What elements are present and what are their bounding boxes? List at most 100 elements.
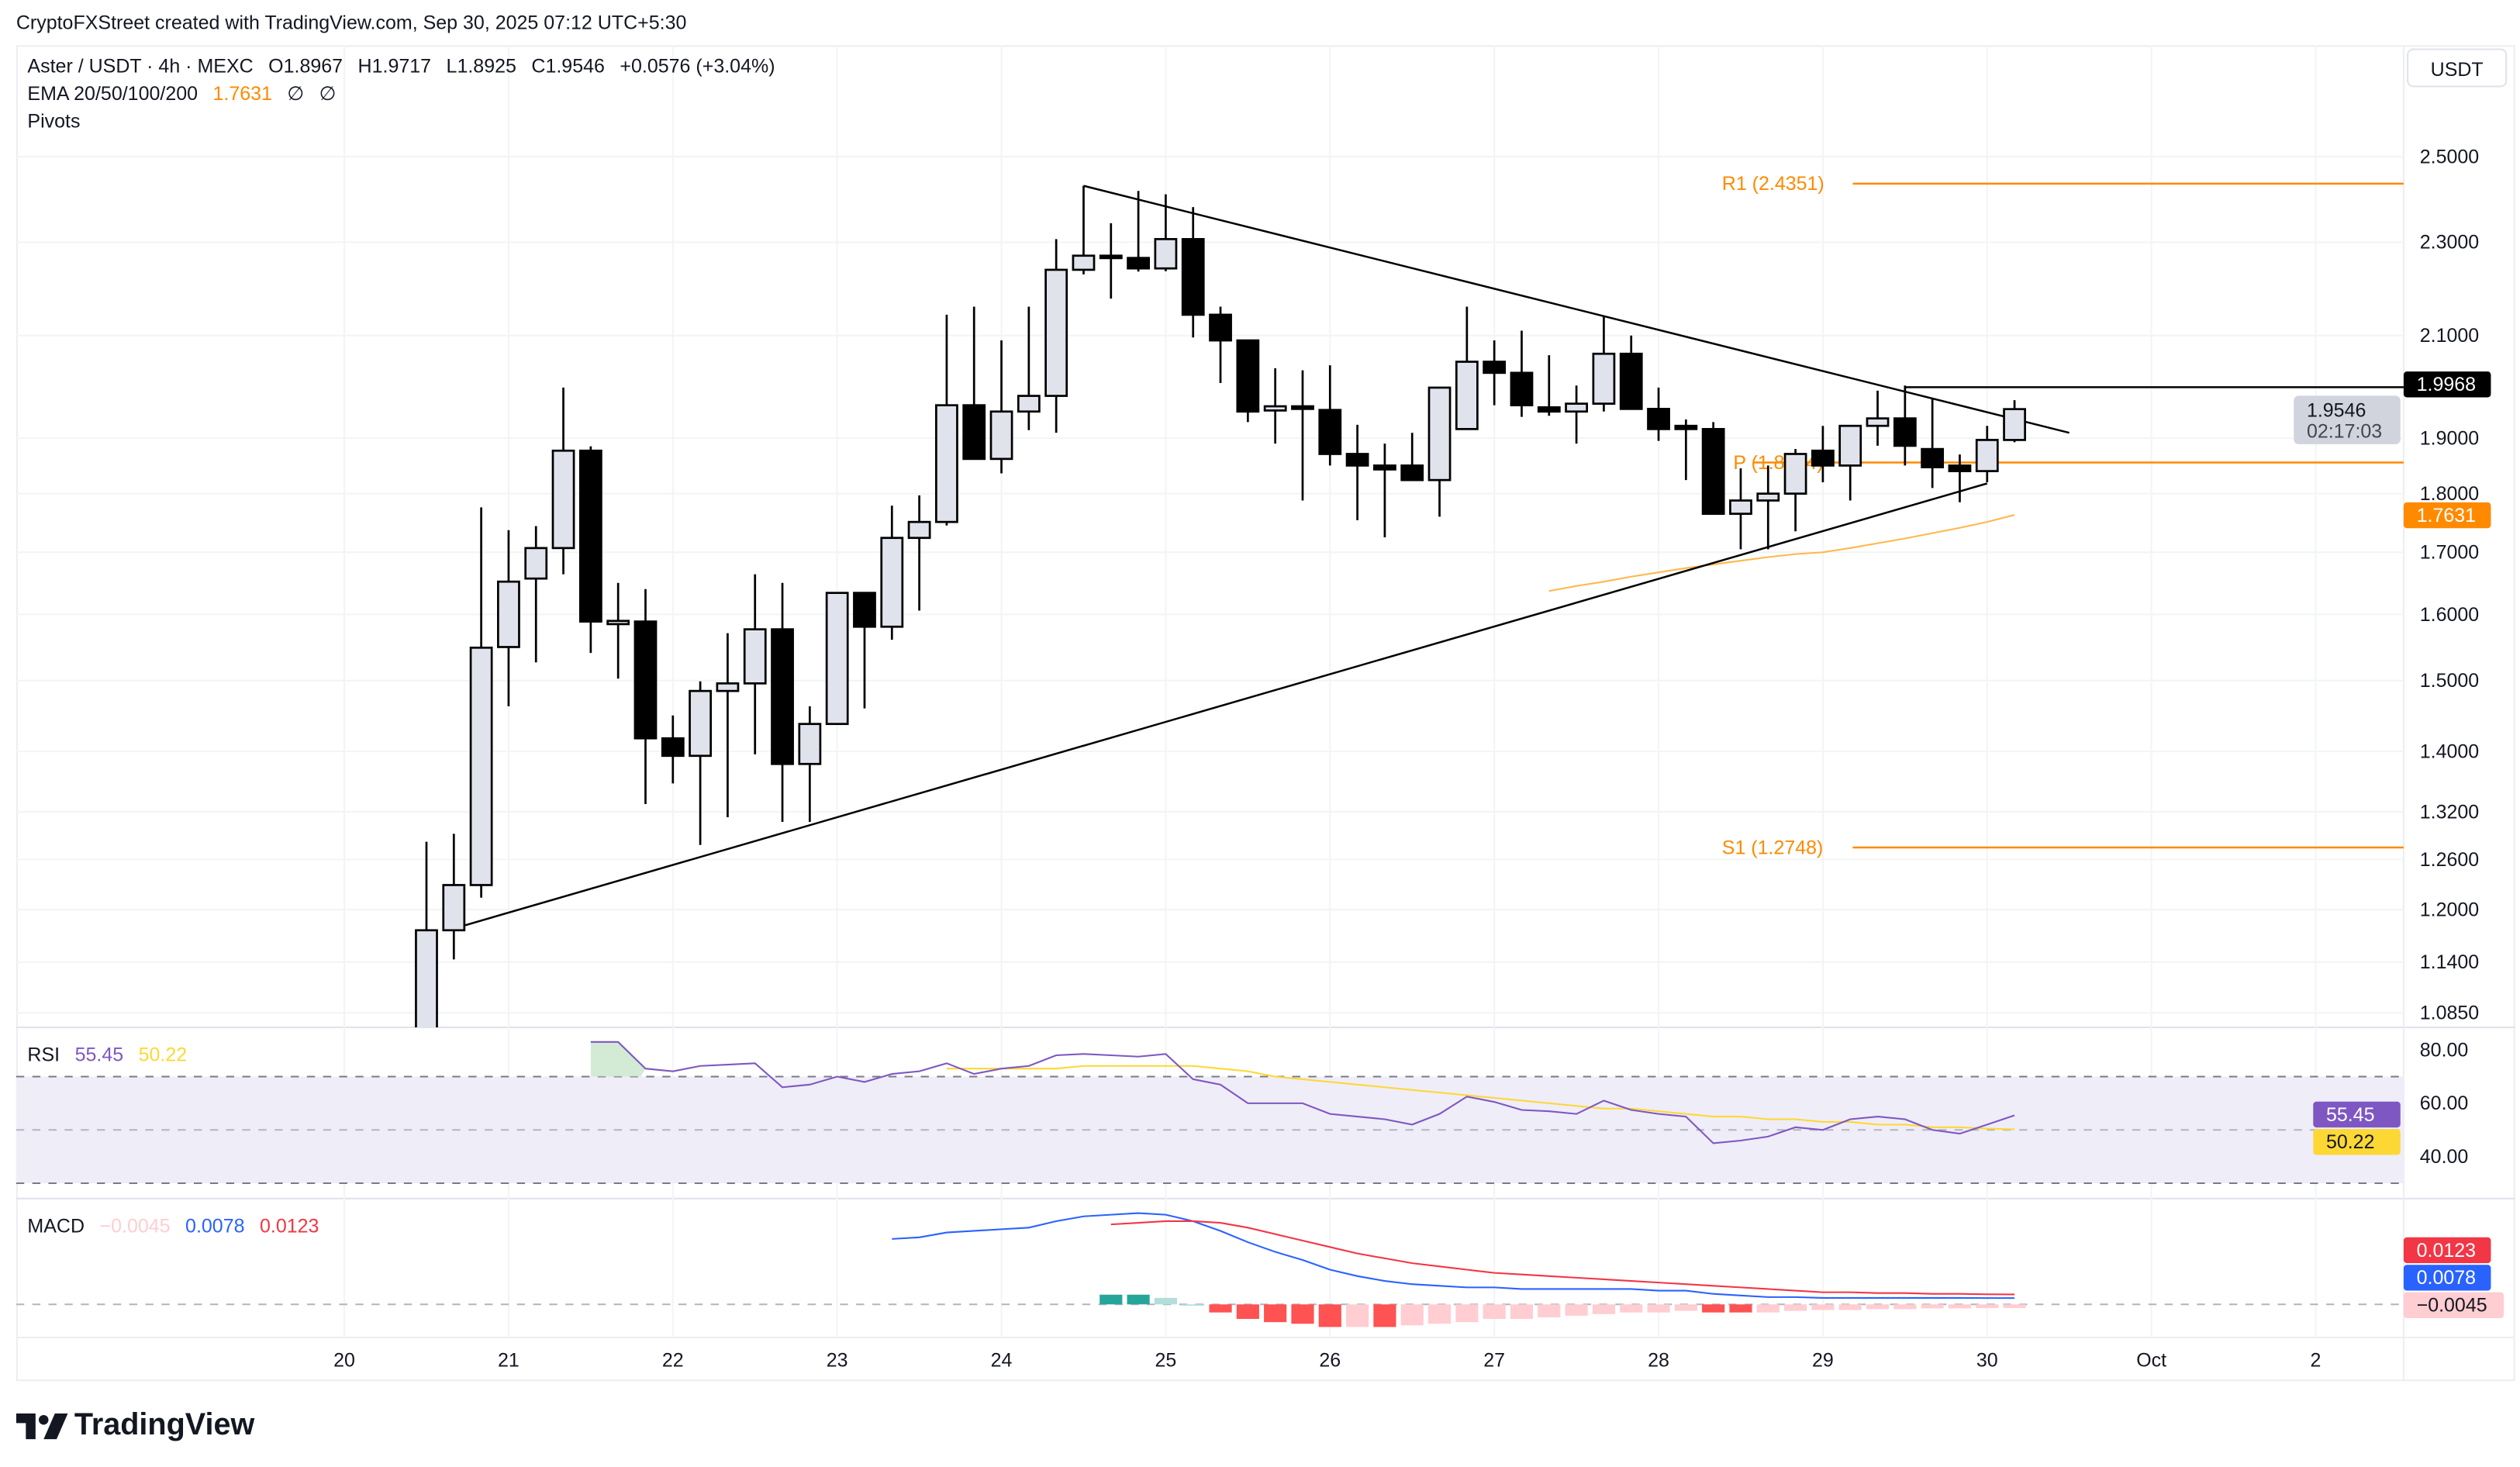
ema20-line <box>1548 514 2015 592</box>
macd-histogram-bar <box>1565 1304 1588 1316</box>
candle-body <box>1647 408 1670 430</box>
low-value: L1.8925 <box>446 54 516 78</box>
candle-body <box>962 404 986 461</box>
pivots-legend[interactable]: Pivots <box>27 109 81 133</box>
candle-down <box>1921 398 1945 488</box>
ema-price-label: 1.7631 <box>2417 505 2476 526</box>
candle-up <box>415 841 438 1027</box>
time-tick-label: 23 <box>827 1349 848 1371</box>
candle-up <box>1756 465 1780 550</box>
macd-hist-value-label: −0.0045 <box>2417 1295 2487 1317</box>
price-pane: R1 (2.4351) P (1.8554) S1 (1.2748) <box>415 173 2404 1027</box>
time-tick-label: 22 <box>662 1349 684 1371</box>
candle-body <box>1510 371 1534 407</box>
candle-up <box>1838 424 1862 501</box>
candle-body <box>1400 464 1424 482</box>
candle-down <box>1510 330 1534 417</box>
symbol-name: Aster / USDT · 4h · MEXC <box>27 54 254 78</box>
candle-body <box>1318 409 1342 455</box>
candle-body <box>1044 268 1068 397</box>
candle-body <box>1537 406 1561 413</box>
price-tick-label: 1.1400 <box>2420 951 2479 973</box>
macd-histogram-bar <box>1811 1304 1835 1310</box>
trendline-lower <box>453 482 1988 930</box>
price-tick-label: 1.0850 <box>2420 1003 2479 1024</box>
candle-down <box>1400 433 1424 482</box>
candle-up <box>497 530 520 706</box>
candle-body <box>1838 424 1862 467</box>
rsi-overbought-fill <box>590 1041 646 1077</box>
macd-histogram-bar <box>1483 1304 1506 1320</box>
candle-up <box>1017 306 1041 430</box>
chart-frame <box>16 45 2515 1382</box>
candle-down <box>1701 422 1725 515</box>
time-tick-label: 2 <box>2311 1349 2322 1371</box>
candle-body <box>1455 361 1479 430</box>
candle-body <box>524 547 548 580</box>
candle-body <box>1017 395 1041 413</box>
candle-body <box>880 537 904 628</box>
macd-histogram-bar <box>1620 1304 1643 1313</box>
candle-body <box>935 404 958 523</box>
candle-down <box>1209 306 1232 383</box>
candle-down <box>578 446 602 654</box>
rsi-tick-label: 40.00 <box>2420 1146 2469 1168</box>
ema-legend[interactable]: EMA 20/50/100/200 1.7631 ∅ ∅ <box>27 82 336 105</box>
macd-histogram-bar <box>1702 1304 1725 1313</box>
candle-body <box>1729 499 1752 515</box>
candle-body <box>716 682 740 692</box>
candle-body <box>989 410 1013 461</box>
rsi-legend[interactable]: RSI 55.45 50.22 <box>27 1044 187 1066</box>
candle-body <box>2003 408 2026 441</box>
time-tick-label: 27 <box>1483 1349 1505 1371</box>
rsi-value-label-bg <box>2313 1101 2401 1128</box>
candle-body <box>853 592 876 628</box>
candle-body <box>743 628 767 685</box>
macd-histogram-bar <box>1756 1304 1780 1313</box>
macd-hist-value: −0.0045 <box>99 1214 171 1237</box>
macd-hist-value-label-bg <box>2403 1292 2504 1318</box>
candle-down <box>1483 340 1507 406</box>
last-price-label: 1.9546 <box>2307 399 2366 421</box>
logo-text: TradingView <box>74 1408 255 1443</box>
candle-body <box>1127 257 1150 270</box>
candle-body <box>771 628 794 765</box>
time-tick-label: 30 <box>1976 1349 1998 1371</box>
candle-body <box>1483 361 1507 375</box>
price-tick-label: 1.8000 <box>2420 483 2479 505</box>
candle-up <box>469 507 493 898</box>
credit-text: CryptoFXStreet created with TradingView.… <box>16 11 687 34</box>
macd-histogram-bar <box>1099 1294 1123 1305</box>
candle-down <box>1619 335 1643 410</box>
candle-down <box>1236 339 1260 423</box>
candle-up <box>1866 390 1890 446</box>
rsi-line <box>590 1041 2015 1144</box>
macd-histogram-bar <box>1784 1304 1807 1311</box>
candle-up <box>1455 306 1479 430</box>
candle-body <box>1565 402 1588 413</box>
candle-up <box>551 387 575 575</box>
macd-signal-value: 0.0123 <box>259 1214 319 1237</box>
macd-histogram-bar <box>1538 1304 1561 1317</box>
candle-body <box>907 520 931 540</box>
price-tick-label: 1.3200 <box>2420 801 2479 823</box>
symbol-legend[interactable]: Aster / USDT · 4h · MEXC O1.8967 H1.9717… <box>27 55 775 78</box>
currency-button[interactable]: USDT <box>2407 48 2508 88</box>
price-tick-label: 1.4000 <box>2420 740 2479 762</box>
candle-body <box>1893 417 1917 447</box>
close-value: C1.9546 <box>531 54 605 78</box>
macd-histogram-bar <box>1427 1304 1452 1324</box>
rsi-value-label: 55.45 <box>2326 1104 2375 1126</box>
candle-body <box>415 929 438 1027</box>
candle-up <box>743 574 767 754</box>
candle-up <box>2003 400 2026 443</box>
macd-histogram-bar <box>1838 1304 1862 1310</box>
tradingview-logo[interactable]: TradingView <box>16 1409 254 1445</box>
candle-body <box>1181 238 1205 316</box>
ema-na-value: ∅ <box>319 82 337 105</box>
price-tick-label: 2.3000 <box>2420 232 2479 254</box>
candle-down <box>1181 207 1205 338</box>
candle-up <box>907 495 931 611</box>
macd-legend[interactable]: MACD −0.0045 0.0078 0.0123 <box>27 1215 319 1237</box>
